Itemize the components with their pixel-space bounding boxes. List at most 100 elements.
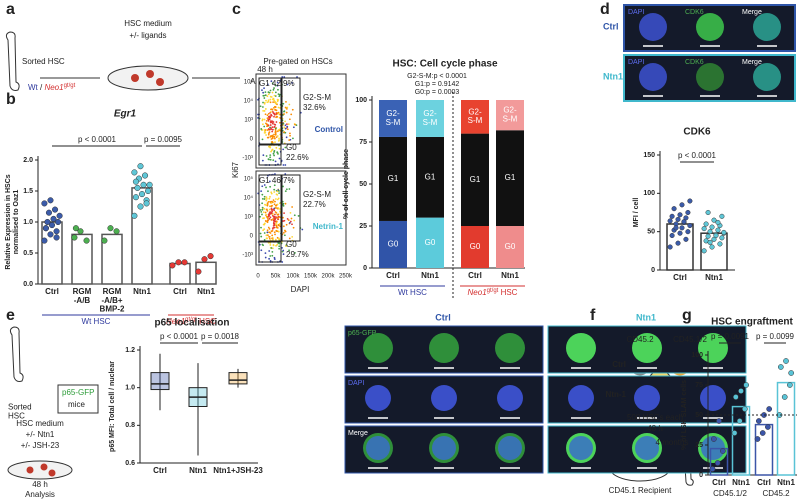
- flow-event: [261, 185, 264, 188]
- flow-event: [268, 158, 270, 161]
- flow-event: [277, 112, 280, 115]
- cell-image: [432, 436, 456, 460]
- data-point: [713, 232, 719, 239]
- flow-event: [269, 154, 272, 156]
- flow-event: [265, 99, 267, 102]
- data-point: [131, 169, 138, 176]
- bar: [709, 447, 729, 476]
- flow-event: [262, 94, 265, 97]
- flow-event: [276, 130, 279, 133]
- data-point: [777, 364, 784, 370]
- label: 100k: [286, 274, 300, 280]
- data-point: [707, 239, 713, 245]
- flow-event: [263, 87, 265, 90]
- y-axis-label: Relative Expression in HSCsnormalised to…: [5, 174, 20, 269]
- flow-event: [261, 213, 263, 216]
- flow-event: [278, 157, 281, 160]
- bar: [131, 187, 153, 285]
- flow-event: [270, 191, 273, 194]
- gate: [258, 174, 282, 242]
- label: DAPI: [628, 59, 644, 66]
- flow-event: [275, 121, 278, 123]
- label: -10³: [242, 156, 253, 162]
- x-tick-label: RGM -A/B: [73, 287, 92, 305]
- flow-event: [267, 93, 270, 96]
- flow-event: [279, 210, 281, 213]
- y-tick-label: 1.0: [125, 385, 135, 392]
- flow-event: [278, 95, 281, 98]
- flow-event: [276, 243, 279, 246]
- flow-event: [271, 250, 274, 253]
- bar-segment: [416, 217, 444, 268]
- flow-event: [282, 122, 285, 125]
- flow-event: [266, 231, 269, 234]
- label: 48 h: [257, 65, 273, 74]
- bar-segment: [416, 136, 444, 218]
- data-point: [679, 225, 685, 231]
- flow-event: [273, 154, 275, 157]
- label: Control: [315, 125, 343, 134]
- data-point: [669, 213, 675, 219]
- text-part: Neo1: [166, 317, 185, 326]
- flow-event: [262, 101, 264, 104]
- flow-event: [285, 100, 287, 103]
- flow-event: [268, 116, 271, 119]
- flow-event: [273, 87, 275, 89]
- stat-label: G2-S-M:p < 0.0001: [407, 73, 467, 80]
- label: CD45.1 Recipient: [609, 486, 672, 495]
- cell-image: [431, 385, 457, 411]
- flow-event: [266, 95, 269, 98]
- data-point: [719, 213, 725, 219]
- label: Merge: [742, 9, 762, 16]
- cell-image: [700, 385, 726, 411]
- y-axis-label: % of LSK SLAM cells: [681, 380, 688, 450]
- x-tick-label: Ctrl: [153, 466, 167, 475]
- flow-event: [269, 124, 272, 126]
- segment-label: G0: [470, 242, 481, 251]
- box: [228, 372, 248, 385]
- flow-event: [269, 146, 272, 149]
- flow-event: [269, 98, 272, 101]
- panel-label: e: [6, 307, 15, 324]
- segment-label: G2-S-M: [386, 109, 401, 127]
- cell-image: [495, 333, 525, 363]
- data-point: [755, 418, 762, 424]
- label: HSC medium: [124, 19, 172, 28]
- flow-event: [261, 198, 264, 200]
- flow-event: [268, 180, 271, 183]
- bar: [71, 233, 93, 285]
- data-point: [146, 181, 153, 188]
- flow-event: [266, 83, 269, 86]
- flow-event: [284, 120, 286, 123]
- flow-event: [288, 188, 291, 190]
- group-label: Neo1gt/gt HSC: [468, 288, 518, 298]
- flow-event: [286, 83, 289, 86]
- flow-event: [261, 202, 264, 205]
- x-tick-label: RGM -A/B+ BMP-2: [100, 287, 125, 314]
- data-point: [731, 430, 738, 436]
- data-point: [107, 225, 114, 232]
- flow-event: [286, 128, 289, 131]
- cell-image: [569, 436, 593, 460]
- cell-image: [498, 436, 522, 460]
- flow-event: [278, 247, 281, 250]
- flow-event: [262, 91, 265, 94]
- flow-event: [262, 154, 265, 157]
- data-point: [41, 237, 48, 244]
- flow-event: [279, 107, 281, 109]
- flow-event: [276, 213, 279, 216]
- group-label: CD45.2: [762, 489, 790, 498]
- flow-event: [271, 230, 274, 232]
- data-point: [44, 218, 51, 226]
- flow-event: [285, 188, 288, 191]
- label: Sorted HSC: [8, 403, 32, 421]
- flow-event: [285, 245, 288, 248]
- flow-event: [272, 121, 275, 123]
- flow-event: [266, 117, 269, 120]
- y-axis-label: MFI / cell: [633, 198, 640, 228]
- flow-event: [289, 134, 291, 137]
- gate: [258, 77, 282, 145]
- p-value: p < 0.0001: [160, 332, 199, 341]
- flow-event: [260, 211, 263, 213]
- data-point: [56, 212, 63, 219]
